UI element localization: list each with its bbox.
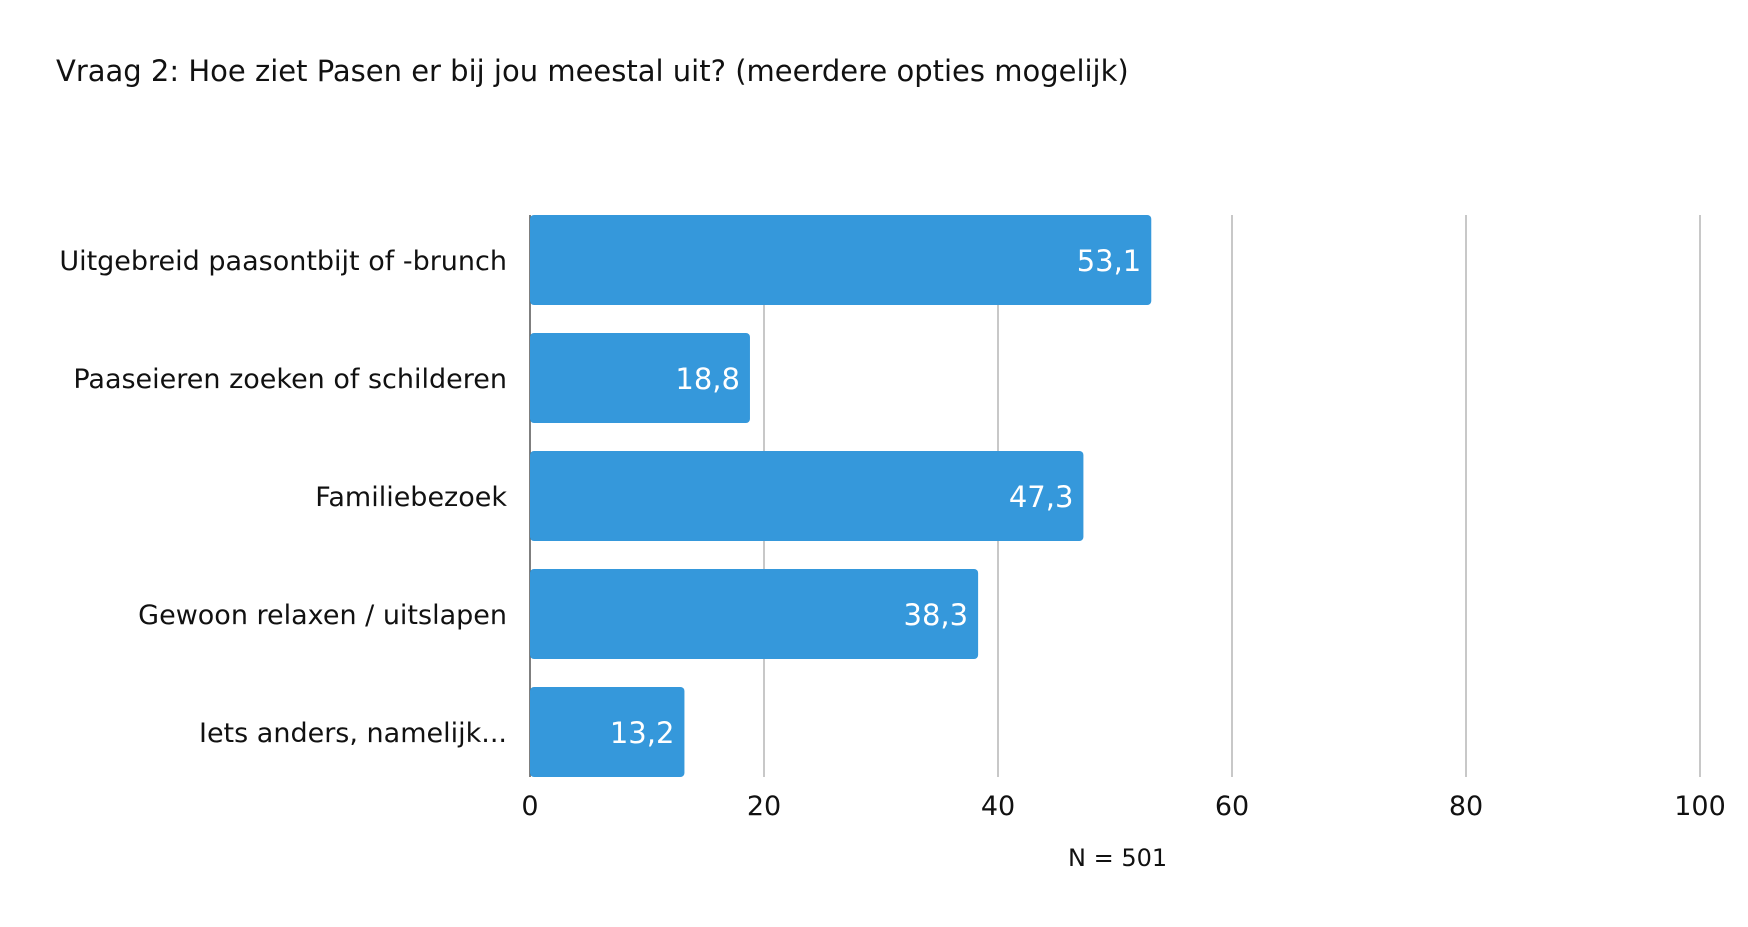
x-tick-label: 80: [1449, 791, 1483, 822]
chart-title: Vraag 2: Hoe ziet Pasen er bij jou meest…: [56, 54, 1129, 88]
bar: [530, 451, 1084, 541]
x-tick-label: 100: [1674, 791, 1726, 822]
value-label: 13,2: [610, 716, 675, 750]
x-tick-label: 40: [981, 791, 1015, 822]
bar: [530, 687, 685, 777]
x-tick-label: 20: [747, 791, 781, 822]
x-tick-label: 0: [521, 791, 538, 822]
value-label: 53,1: [1077, 244, 1142, 278]
category-label: Iets anders, namelijk...: [199, 718, 507, 749]
value-label: 38,3: [904, 598, 969, 632]
value-label: 47,3: [1009, 480, 1074, 514]
value-label: 18,8: [675, 362, 740, 396]
category-label: Uitgebreid paasontbijt of -brunch: [59, 246, 507, 277]
bar: [530, 333, 750, 423]
category-label: Paaseieren zoeken of schilderen: [73, 364, 507, 395]
category-label: Gewoon relaxen / uitslapen: [138, 600, 507, 631]
category-label: Familiebezoek: [315, 482, 507, 513]
x-tick-label: 60: [1215, 791, 1249, 822]
bar: [530, 569, 979, 659]
sample-size-note: N = 501: [1068, 844, 1168, 872]
bar: [530, 215, 1152, 305]
